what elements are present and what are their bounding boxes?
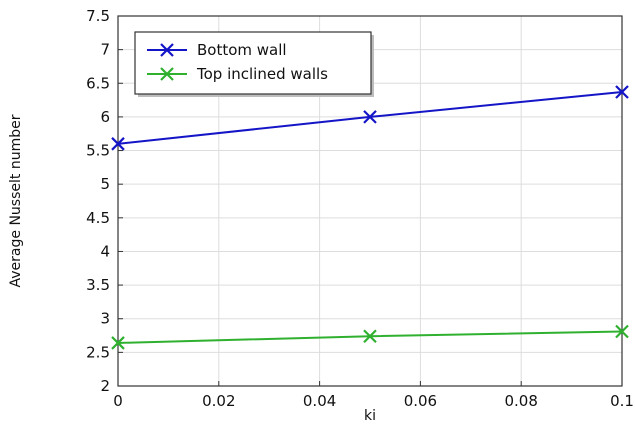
y-tick-label: 6 [100, 108, 110, 126]
y-tick-label: 3 [100, 310, 110, 328]
y-tick-label: 5 [100, 175, 110, 193]
legend-item-bottom-wall: Bottom wall [147, 41, 287, 59]
legend-item-top-inclined-walls: Top inclined walls [147, 65, 328, 83]
y-tick-label: 2.5 [86, 343, 110, 361]
series-top-inclined-walls [111, 324, 629, 350]
x-tick-label: 0 [113, 392, 123, 410]
x-tick-label: 0.08 [504, 392, 537, 410]
legend-label: Bottom wall [197, 41, 287, 59]
legend: Bottom wall Top inclined walls [134, 31, 374, 97]
data-point-top-inclined-walls [615, 324, 629, 339]
plot-frame [117, 15, 623, 387]
y-tick-label: 5.5 [86, 142, 110, 160]
y-tick-label: 2 [100, 377, 110, 395]
y-tick-label: 7.5 [86, 7, 110, 25]
series-layer [111, 85, 629, 350]
y-tick-label: 4.5 [86, 209, 110, 227]
y-tick-label: 6.5 [86, 74, 110, 92]
legend-marker [160, 43, 174, 57]
x-tick-label: 0.06 [404, 392, 437, 410]
legend-marker [160, 67, 174, 81]
x-axis-label: ki [364, 408, 376, 424]
y-axis-label: Average Nusselt number [8, 114, 24, 287]
data-point-bottom-wall [363, 110, 377, 124]
y-tick-label: 4 [100, 242, 110, 260]
data-point-bottom-wall [615, 85, 629, 99]
y-tick-label: 7 [100, 41, 110, 59]
x-tick-label: 0.02 [202, 392, 235, 410]
data-point-bottom-wall [111, 137, 125, 151]
legend-label: Top inclined walls [196, 65, 328, 83]
y-axis-ticks: 2 2.5 3 3.5 4 4.5 5 5.5 6 6.5 7 7.5 [86, 7, 123, 395]
data-point-top-inclined-walls [111, 336, 125, 350]
x-tick-label: 0.04 [303, 392, 336, 410]
data-point-top-inclined-walls [363, 329, 377, 343]
series-bottom-wall [111, 85, 629, 151]
legend-box [134, 31, 372, 95]
x-tick-label: 0.1 [610, 392, 634, 410]
y-tick-label: 3.5 [86, 276, 110, 294]
x-axis-ticks: 0 0.02 0.04 0.06 0.08 0.1 [113, 381, 634, 410]
